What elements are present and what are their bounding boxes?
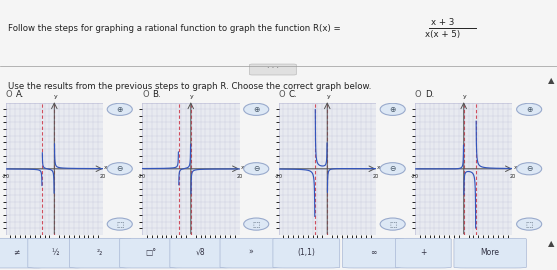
FancyBboxPatch shape [28, 238, 84, 268]
Text: ⊕: ⊕ [116, 105, 123, 114]
Text: x: x [241, 165, 245, 170]
FancyBboxPatch shape [120, 238, 181, 268]
Text: ⊖: ⊖ [526, 164, 532, 173]
Circle shape [107, 103, 133, 116]
FancyBboxPatch shape [0, 238, 45, 268]
Text: x: x [514, 165, 517, 170]
Text: ≠: ≠ [13, 248, 20, 257]
Text: ▲: ▲ [548, 76, 554, 85]
Text: 20: 20 [236, 174, 243, 179]
Text: · · ·: · · · [267, 65, 279, 73]
Text: O: O [142, 90, 149, 99]
Text: y: y [190, 94, 194, 99]
Text: ⊕: ⊕ [526, 105, 532, 114]
FancyBboxPatch shape [250, 64, 296, 75]
Text: ⬚: ⬚ [116, 220, 124, 229]
FancyBboxPatch shape [343, 238, 404, 268]
Text: ½: ½ [52, 248, 60, 257]
Text: A.: A. [16, 90, 24, 99]
Text: »: » [248, 248, 253, 257]
Text: More: More [481, 248, 500, 257]
Text: ⊕: ⊕ [389, 105, 396, 114]
Text: -20: -20 [275, 174, 282, 179]
Text: ⊖: ⊖ [253, 164, 260, 173]
Circle shape [107, 218, 133, 230]
Text: x(x + 5): x(x + 5) [425, 30, 461, 39]
Text: □°: □° [145, 248, 156, 257]
Text: B.: B. [152, 90, 160, 99]
Text: x: x [104, 165, 108, 170]
Text: ⬚: ⬚ [389, 220, 397, 229]
Text: C.: C. [289, 90, 297, 99]
Text: D.: D. [425, 90, 434, 99]
FancyBboxPatch shape [454, 238, 526, 268]
FancyBboxPatch shape [395, 238, 451, 268]
Text: ²₂: ²₂ [97, 248, 104, 257]
Text: 20: 20 [509, 174, 516, 179]
Text: -20: -20 [2, 174, 9, 179]
Circle shape [243, 218, 268, 230]
Text: ⬚: ⬚ [525, 220, 533, 229]
FancyBboxPatch shape [273, 238, 340, 268]
Text: Use the results from the previous steps to graph R. Choose the correct graph bel: Use the results from the previous steps … [8, 82, 372, 91]
Circle shape [380, 163, 405, 175]
Text: ⊕: ⊕ [253, 105, 260, 114]
FancyBboxPatch shape [220, 238, 281, 268]
Text: ⬚: ⬚ [252, 220, 260, 229]
Text: y: y [463, 94, 467, 99]
Text: x: x [377, 165, 381, 170]
Text: x + 3: x + 3 [431, 18, 455, 26]
Text: +: + [420, 248, 427, 257]
Text: Follow the steps for graphing a rational function to graph the function R(x) =: Follow the steps for graphing a rational… [8, 24, 341, 33]
Text: O: O [6, 90, 12, 99]
Circle shape [243, 163, 268, 175]
Text: -20: -20 [138, 174, 146, 179]
FancyBboxPatch shape [170, 238, 231, 268]
Circle shape [516, 218, 541, 230]
Text: √8: √8 [196, 248, 206, 257]
Circle shape [380, 218, 405, 230]
Text: O: O [415, 90, 422, 99]
Text: -20: -20 [411, 174, 419, 179]
Text: ∞: ∞ [370, 248, 377, 257]
Text: y: y [53, 94, 57, 99]
Circle shape [107, 163, 133, 175]
Text: ⊖: ⊖ [116, 164, 123, 173]
Text: (1,1): (1,1) [297, 248, 315, 257]
Text: ▲: ▲ [548, 239, 554, 248]
Circle shape [380, 103, 405, 116]
Circle shape [516, 103, 541, 116]
Text: 20: 20 [373, 174, 379, 179]
FancyBboxPatch shape [70, 238, 131, 268]
Text: y: y [326, 94, 330, 99]
Circle shape [516, 163, 541, 175]
Text: O: O [278, 90, 285, 99]
Circle shape [243, 103, 268, 116]
Text: ⊖: ⊖ [389, 164, 396, 173]
Text: 20: 20 [100, 174, 106, 179]
